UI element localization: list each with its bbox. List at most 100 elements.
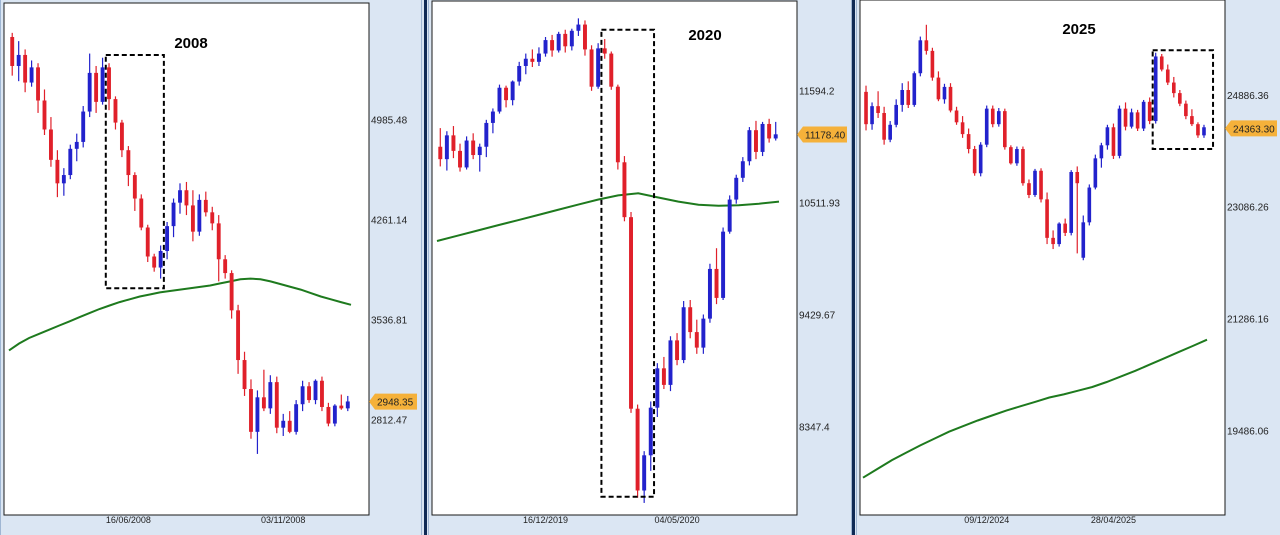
candle-body: [984, 108, 989, 145]
candle: [184, 181, 189, 216]
candle-body: [754, 130, 758, 152]
candle-body: [681, 307, 686, 361]
chart-title: 2020: [688, 27, 721, 44]
last-price-label: 24363.30: [1233, 124, 1275, 135]
candle: [320, 376, 324, 412]
candle-body: [145, 227, 150, 257]
candle: [223, 255, 228, 279]
candle: [1123, 102, 1128, 131]
candle: [675, 333, 680, 366]
candle-body: [242, 360, 247, 390]
candle-body: [1009, 147, 1013, 164]
candle-body: [1184, 103, 1188, 117]
candle-body: [1027, 183, 1031, 195]
candle-body: [523, 58, 528, 66]
candle-body: [536, 53, 541, 62]
candle-body: [477, 146, 482, 156]
candle-body: [29, 67, 34, 83]
candle: [536, 47, 541, 66]
candle: [81, 106, 86, 148]
candle: [1171, 76, 1176, 98]
x-tick-label: 09/12/2024: [964, 515, 1009, 525]
candle: [661, 356, 666, 390]
candle: [1135, 109, 1140, 132]
candle: [490, 108, 495, 134]
candle: [484, 119, 489, 158]
candle-body: [734, 177, 739, 200]
candle-body: [1153, 56, 1158, 122]
candle-body: [55, 159, 60, 184]
candle-body: [918, 40, 923, 74]
candle: [876, 91, 880, 118]
candle-body: [1178, 93, 1182, 104]
candle-body: [100, 67, 105, 102]
candle-body: [707, 268, 712, 319]
candle: [727, 195, 732, 234]
candle-body: [74, 141, 79, 149]
candle: [229, 270, 234, 319]
candle-body: [912, 73, 917, 105]
candle: [236, 304, 241, 374]
candle: [132, 172, 137, 211]
candle: [1190, 109, 1194, 127]
candle: [615, 84, 620, 170]
candle: [438, 128, 443, 167]
candle-body: [668, 340, 673, 385]
candle: [444, 131, 449, 171]
y-tick-label: 9429.67: [799, 311, 836, 322]
y-tick-label: 4985.48: [371, 115, 408, 126]
candle-body: [1069, 172, 1074, 233]
candle: [274, 376, 279, 434]
candle-body: [1135, 112, 1140, 129]
x-axis: 16/12/2019 04/05/2020: [523, 515, 700, 525]
candle-body: [1021, 149, 1025, 184]
candle-body: [882, 112, 886, 140]
candle: [924, 24, 929, 55]
candle-body: [1202, 127, 1206, 136]
candle: [707, 263, 712, 323]
candle: [936, 71, 941, 102]
candle: [49, 117, 53, 167]
candle-body: [615, 86, 620, 163]
price-tag-shape: [797, 126, 847, 143]
chart-panel-2008: 2008 4985.48 4261.14 3536.81 2812.47 16/…: [0, 0, 422, 535]
candle: [517, 61, 522, 86]
candle-body: [471, 140, 476, 156]
candle-body: [1117, 108, 1122, 156]
candle-body: [345, 401, 350, 409]
candle-body: [1123, 108, 1128, 127]
candle-body: [326, 406, 331, 424]
candle-body: [1129, 112, 1134, 127]
candle: [1081, 215, 1086, 261]
candle-body: [530, 58, 535, 62]
candle: [42, 89, 47, 136]
candle-body: [203, 199, 208, 213]
candlestick-chart-2008: 2008 4985.48 4261.14 3536.81 2812.47 16/…: [3, 2, 417, 525]
candle-body: [550, 40, 555, 51]
candle: [165, 221, 170, 260]
candle: [94, 65, 99, 113]
candle: [1159, 53, 1164, 72]
last-price-tag: 2948.35: [369, 393, 417, 410]
y-axis: 4985.48 4261.14 3536.81 2812.47: [371, 115, 408, 426]
candle-body: [10, 36, 15, 66]
candle-body: [1057, 223, 1061, 245]
candle-body: [629, 217, 633, 409]
candle-body: [760, 123, 765, 152]
candle-body: [894, 104, 899, 125]
candle: [1075, 166, 1080, 254]
candle: [1178, 90, 1182, 107]
y-tick-label: 21286.16: [1227, 314, 1269, 325]
candle: [451, 126, 456, 159]
candle-body: [589, 49, 594, 87]
candle-body: [978, 144, 983, 174]
candle-body: [714, 268, 719, 298]
candle: [1147, 97, 1152, 125]
candle-body: [490, 111, 495, 123]
candle-body: [870, 106, 874, 125]
last-price-tag: 24363.30: [1225, 120, 1277, 137]
candle-body: [113, 99, 118, 123]
highlight-box: [1151, 49, 1215, 151]
candle: [767, 118, 772, 143]
candle: [550, 34, 555, 57]
